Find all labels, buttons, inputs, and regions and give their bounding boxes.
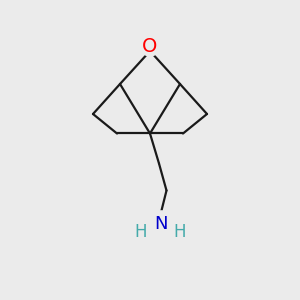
Text: H: H <box>135 223 147 241</box>
Circle shape <box>148 211 175 238</box>
Circle shape <box>140 37 160 56</box>
Text: H: H <box>174 223 186 241</box>
Text: N: N <box>154 215 168 233</box>
Text: O: O <box>142 37 158 56</box>
